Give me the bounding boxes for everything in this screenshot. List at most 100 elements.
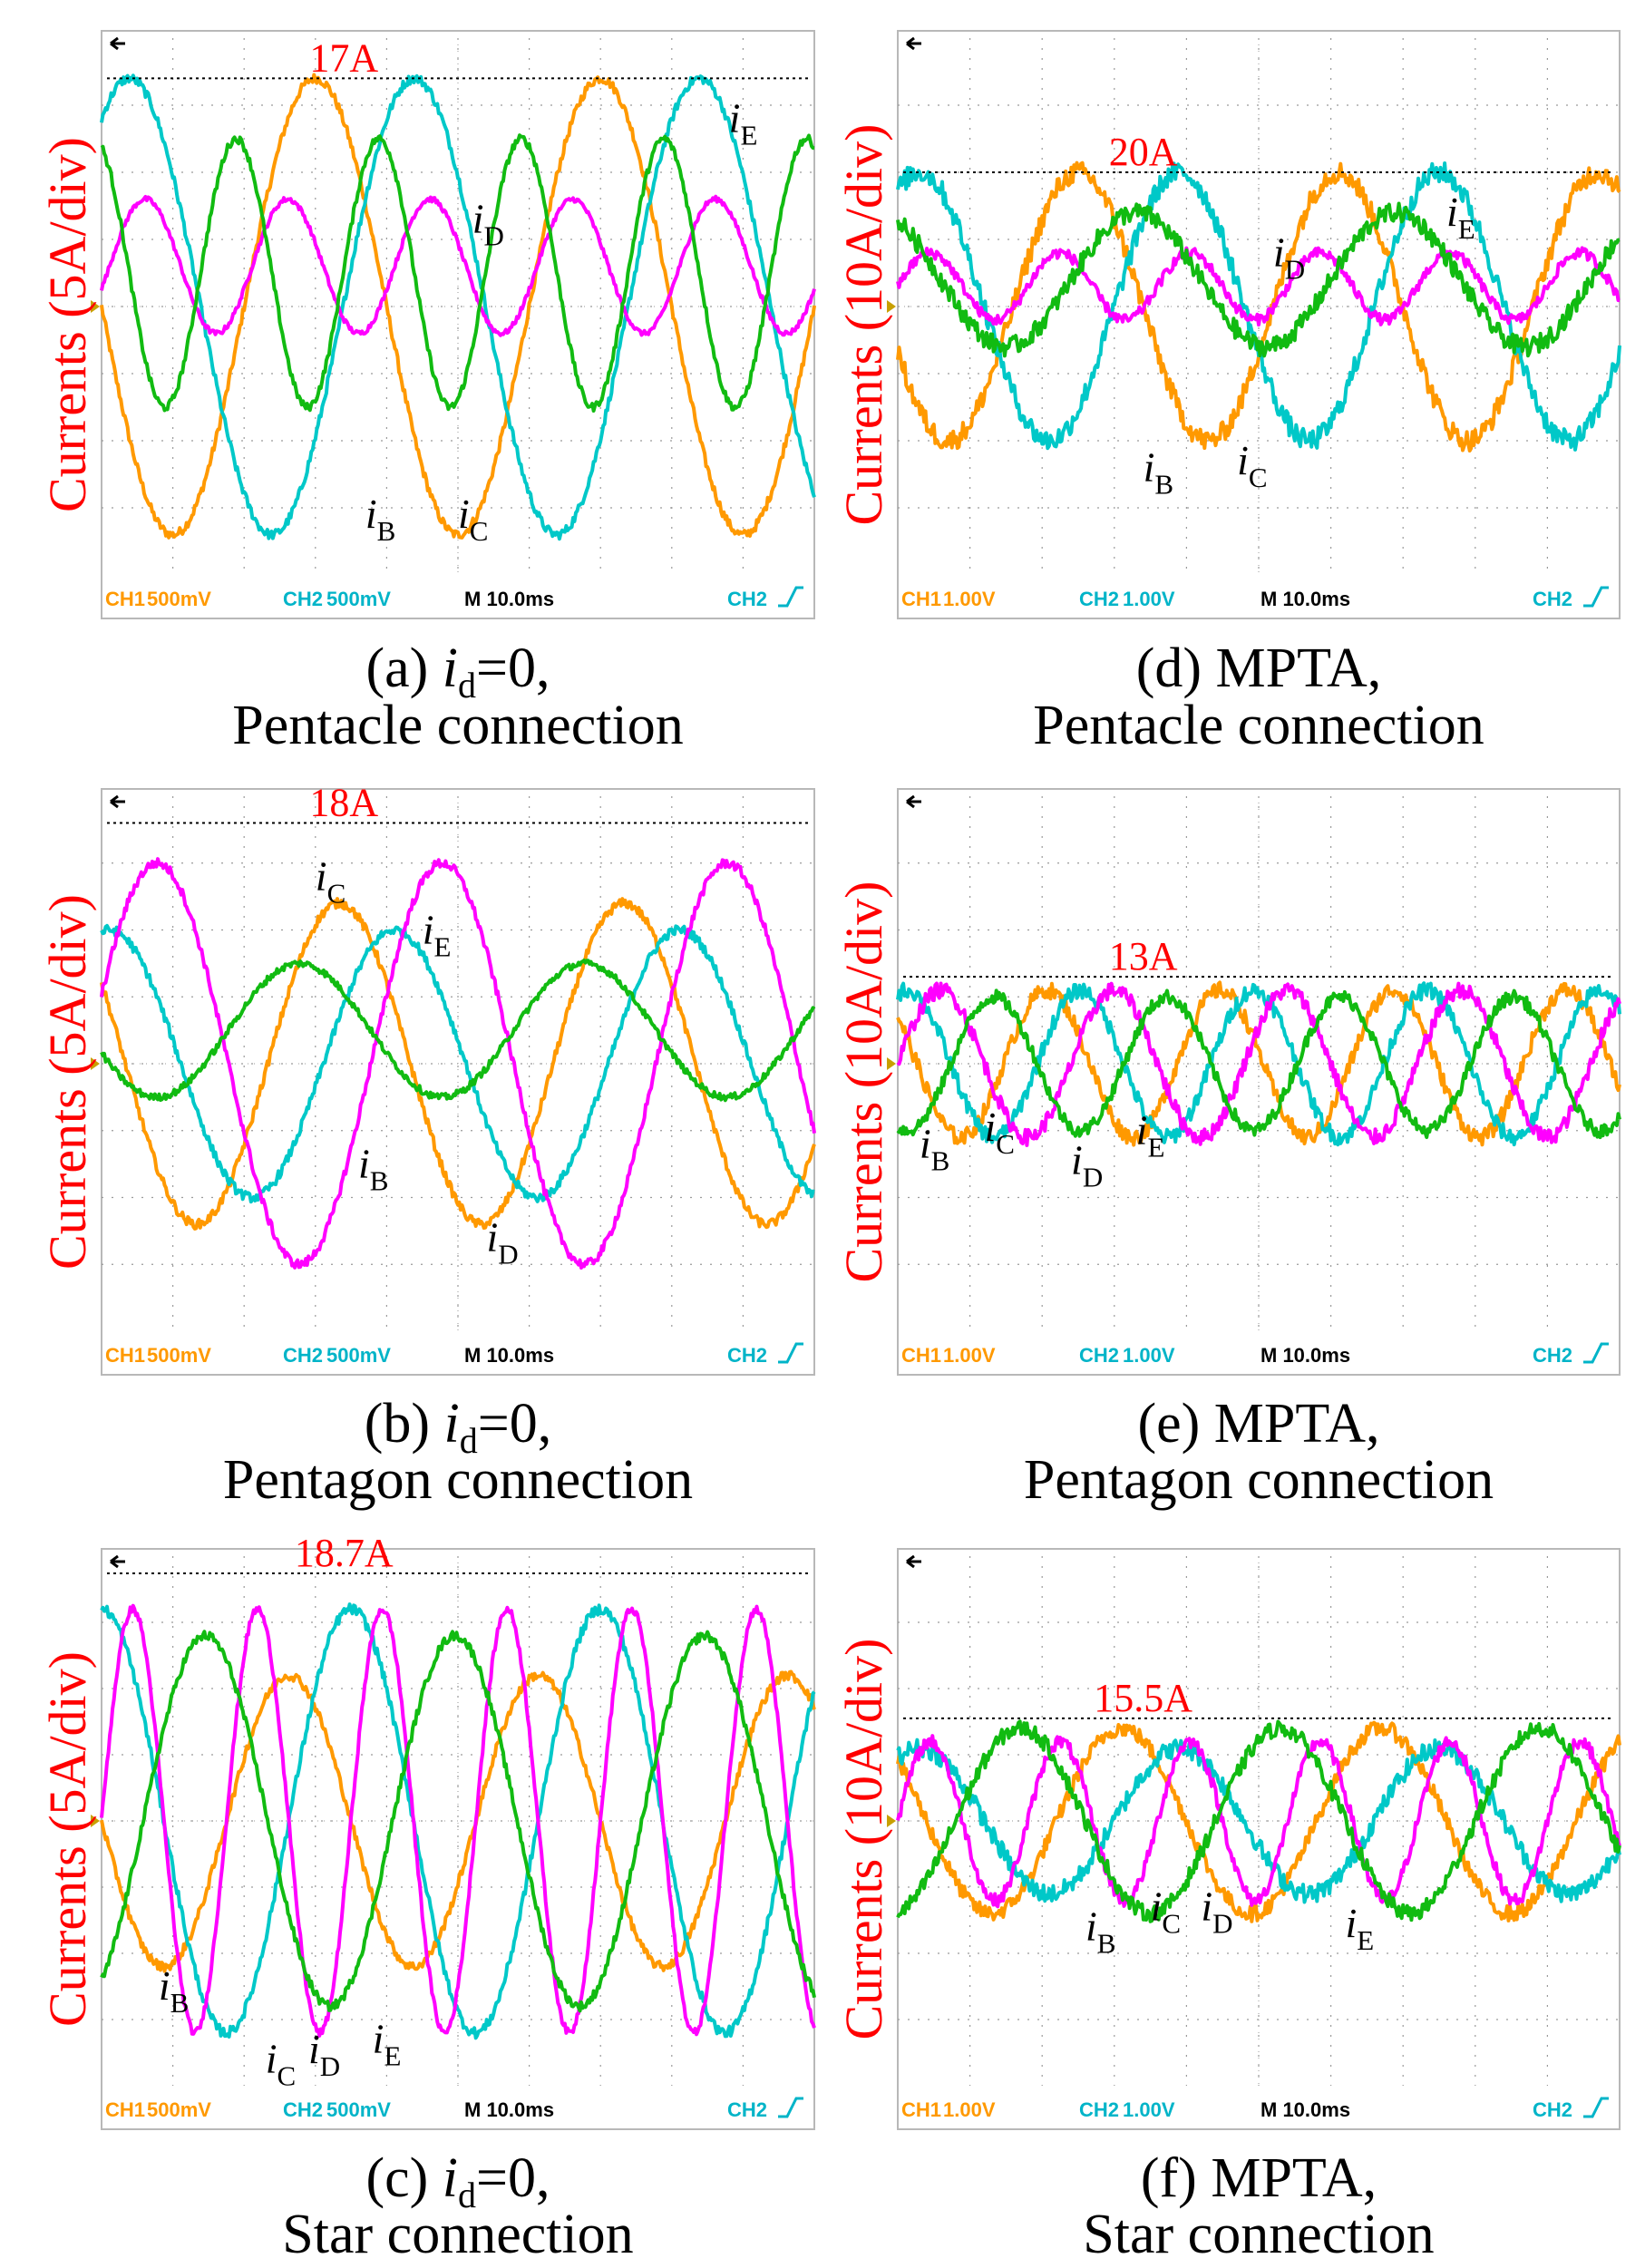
trace-label-sub: B <box>931 1144 950 1176</box>
status-trigger-source: CH2 <box>727 1344 767 1367</box>
trace-label-sub: C <box>1249 462 1268 493</box>
trace-label-iB: iB <box>920 1120 949 1176</box>
trigger-position-icon <box>906 794 921 809</box>
trace-label-iD: iD <box>472 196 504 252</box>
trace-iD <box>896 1734 1621 1909</box>
trace-label-sub: C <box>996 1128 1015 1160</box>
trace-label-sub: C <box>327 877 346 909</box>
trace-label-iC: iC <box>458 491 488 547</box>
status-ch2: CH2 <box>1079 2098 1119 2121</box>
trace-label-var: i <box>308 2026 320 2072</box>
y-axis-label: Currents (5A/div) <box>38 137 97 512</box>
ground-marker-icon <box>887 1057 896 1070</box>
status-trigger-source: CH2 <box>727 2098 767 2121</box>
trace-label-var: i <box>920 1120 931 1166</box>
panel-caption-line1: (d) MPTA, <box>1136 638 1382 699</box>
traces <box>100 73 816 541</box>
peak-label: 18.7A <box>295 1531 394 1575</box>
panel-caption-line1: (b) id=0, <box>365 1393 552 1461</box>
trace-label-var: i <box>1136 1107 1148 1153</box>
trace-label-var: i <box>985 1104 997 1150</box>
status-trigger-source: CH2 <box>1533 2098 1572 2121</box>
trace-iE <box>896 1719 1621 1923</box>
peak-label: 13A <box>1109 934 1178 978</box>
y-axis-label: Currents (10A/div) <box>834 881 893 1283</box>
panel-caption-line1: (c) id=0, <box>365 2147 550 2215</box>
panel-caption-line1: (a) id=0, <box>365 638 550 706</box>
traces <box>100 857 816 1270</box>
trace-label-var: i <box>1446 189 1458 235</box>
trace-iE <box>896 988 1621 1140</box>
trace-label-iE: iE <box>1136 1107 1165 1163</box>
trace-label-iC: iC <box>1151 1884 1181 1940</box>
trace-iB <box>896 1720 1621 1923</box>
status-ch1-scale: 1.00V <box>943 2098 996 2121</box>
panel-caption-line2: Star connection <box>1083 2204 1434 2265</box>
trace-iC <box>100 73 816 541</box>
trace-label-sub: C <box>1162 1908 1181 1940</box>
trigger-edge-icon <box>778 586 803 608</box>
traces <box>100 1602 816 2040</box>
ground-marker-icon <box>887 1815 896 1827</box>
peak-label: 18A <box>309 781 378 825</box>
trace-label-var: i <box>266 2035 277 2081</box>
caption-var: i <box>443 2147 458 2209</box>
panel-caption-line2: Pentagon connection <box>1024 1449 1494 1511</box>
status-ch2-scale: 500mV <box>326 588 391 610</box>
trigger-position-icon <box>110 36 125 51</box>
y-axis-label: Currents (10A/div) <box>834 124 893 526</box>
trace-label-sub: D <box>484 220 504 252</box>
trace-label-sub: B <box>1097 1927 1116 1959</box>
status-ch1: CH1 <box>901 588 941 610</box>
trace-iE <box>896 201 1621 358</box>
trigger-position-icon <box>906 36 921 51</box>
scope-grid <box>102 1556 814 2086</box>
trace-label-iD: iD <box>1201 1884 1232 1940</box>
trace-label-sub: E <box>1357 1924 1374 1956</box>
caption-suffix: =0, <box>476 2147 550 2209</box>
status-ch1: CH1 <box>901 1344 941 1367</box>
status-trigger-source: CH2 <box>727 588 767 610</box>
trace-label-var: i <box>1201 1884 1212 1930</box>
trigger-edge-icon <box>1583 1342 1609 1364</box>
caption-prefix: (d) MPTA, <box>1136 638 1382 699</box>
trace-label-iB: iB <box>365 491 395 547</box>
caption-suffix: =0, <box>476 638 550 699</box>
trace-label-sub: E <box>1147 1132 1164 1163</box>
trace-iE <box>100 1630 816 2013</box>
y-axis-label: Currents (5A/div) <box>38 1651 97 2027</box>
trace-iE <box>100 959 816 1103</box>
status-ch1-scale: 1.00V <box>943 1344 996 1367</box>
trace-label-var: i <box>1144 443 1155 490</box>
trace-label-iD: iD <box>1273 229 1305 286</box>
ground-marker-icon <box>91 300 100 313</box>
trace-label-var: i <box>458 491 470 537</box>
ground-marker-icon <box>887 300 896 313</box>
status-ch1: CH1 <box>105 1344 145 1367</box>
trace-iC <box>896 981 1621 1147</box>
trace-label-iB: iB <box>358 1140 388 1196</box>
trace-label-sub: B <box>377 515 396 547</box>
trace-iD <box>100 194 816 337</box>
ground-marker-icon <box>91 1057 100 1070</box>
trace-iC <box>100 923 815 1204</box>
trigger-position-icon <box>906 1554 921 1569</box>
scope-grid <box>102 796 814 1331</box>
trigger-edge-icon <box>1583 586 1609 608</box>
trace-label-sub: C <box>470 515 489 547</box>
trigger-edge-icon <box>1583 2097 1609 2118</box>
panel-caption-line2: Pentagon connection <box>223 1449 693 1511</box>
trace-label-var: i <box>1085 1903 1097 1949</box>
trace-label-var: i <box>1151 1884 1163 1930</box>
peak-label: 20A <box>1109 130 1178 174</box>
trace-label-var: i <box>423 906 434 952</box>
trace-iD <box>100 857 816 1270</box>
trace-label-sub: B <box>370 1164 389 1196</box>
trace-label-iE: iE <box>1446 189 1475 245</box>
trace-iD <box>896 981 1621 1147</box>
trigger-position-icon <box>110 794 125 809</box>
status-timebase: M 10.0ms <box>464 1344 554 1367</box>
panel-caption-line2: Pentacle connection <box>1033 695 1484 756</box>
